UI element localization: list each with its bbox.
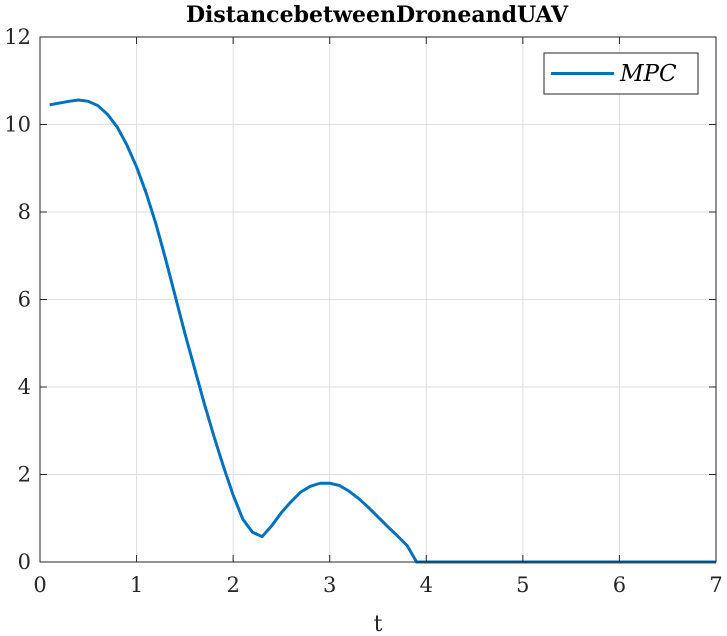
legend-label-mpc: MPC <box>619 61 677 87</box>
x-tick-label: 6 <box>613 573 626 597</box>
x-tick-label: 7 <box>709 573 722 597</box>
x-tick-label: 2 <box>226 573 239 597</box>
x-tick-label: 0 <box>33 573 46 597</box>
x-tick-label: 1 <box>130 573 143 597</box>
y-tick-label: 12 <box>4 25 31 49</box>
y-tick-label: 2 <box>18 463 31 487</box>
x-tick-label: 4 <box>420 573 433 597</box>
y-tick-label: 4 <box>18 375 31 399</box>
chart-title: DistancebetweenDroneandUAV <box>186 2 569 28</box>
y-tick-label: 10 <box>4 113 31 137</box>
x-tick-label: 3 <box>323 573 336 597</box>
legend: MPC <box>543 52 699 95</box>
axes-frame <box>39 36 717 563</box>
x-axis-label: t <box>374 612 383 636</box>
series-line-mpc <box>49 98 716 564</box>
y-tick-label: 6 <box>18 288 31 312</box>
y-tick-label: 8 <box>18 200 31 224</box>
axes-box <box>39 36 717 563</box>
series-layer <box>49 98 716 564</box>
x-tick-label: 5 <box>516 573 529 597</box>
legend-box <box>543 52 699 95</box>
y-tick-label: 0 <box>18 550 31 574</box>
